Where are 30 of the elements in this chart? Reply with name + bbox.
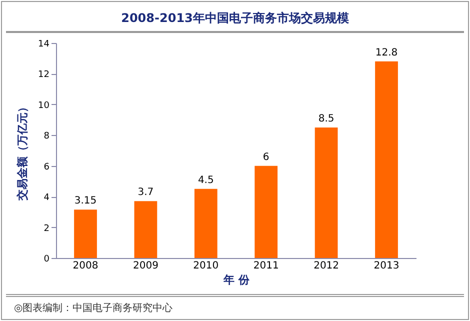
x-tick-label: 2009 [132,260,158,272]
data-label: 4.5 [198,174,214,186]
y-tick-label: 0 [44,254,50,264]
y-tick-label: 14 [38,40,50,50]
data-label: 6 [262,152,270,163]
data-label: 3.7 [138,187,154,198]
bar [74,210,97,258]
y-tick-label: 10 [38,100,50,111]
x-tick-label: 2012 [314,260,340,272]
y-tick-label: 2 [44,224,50,234]
y-tick-label: 6 [44,162,50,172]
bar [314,127,338,258]
x-tick-label: 2010 [193,260,219,272]
y-tick-label: 12 [38,70,50,80]
data-label: 8.5 [318,113,334,124]
bar [375,61,398,258]
y-axis-title: 交易金额（万亿元） [16,102,30,202]
bar [254,166,278,258]
data-label: 3.15 [74,196,97,207]
x-axis-title: 年 份 [222,274,250,286]
y-tick-label: 8 [44,132,50,142]
bar [194,188,218,258]
x-tick-label: 2008 [72,260,98,272]
y-tick-label: 4 [44,193,50,204]
bar [134,201,158,258]
text: ◎图表编制：中国电子商务研究中心 [6,294,464,319]
data-label: 12.8 [375,47,398,58]
x-tick-label: 2011 [253,260,279,272]
x-tick-label: 2013 [374,260,400,272]
chart-title: 2008-2013年中国电子商务市场交易规模 [6,2,464,33]
